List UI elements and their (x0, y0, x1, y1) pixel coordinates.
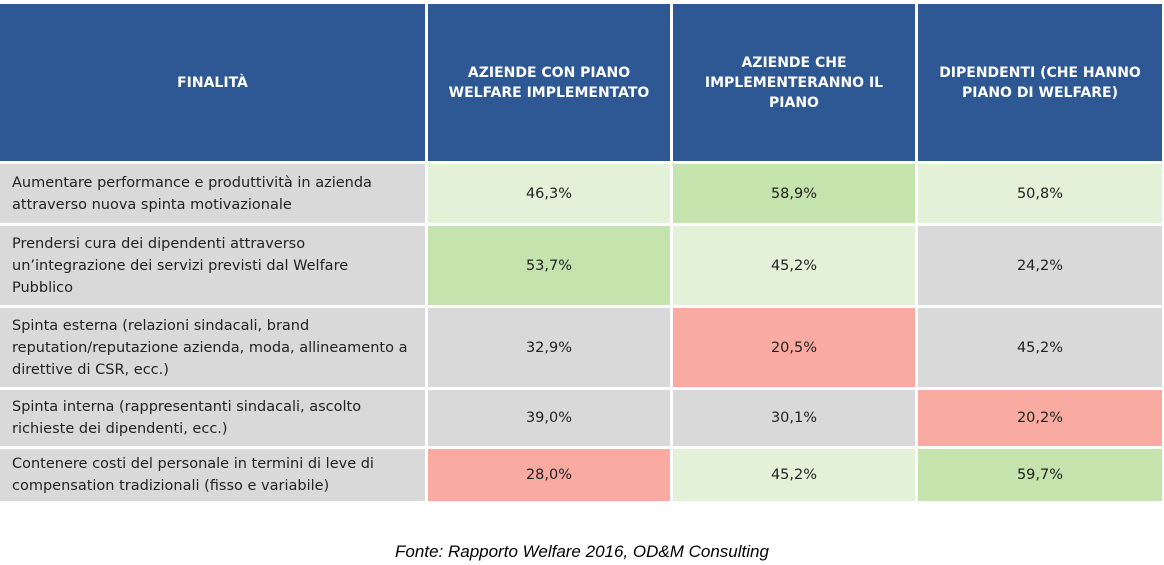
value-cell: 24,2% (918, 226, 1162, 308)
value-cell: 45,2% (918, 308, 1162, 390)
row-label: Spinta esterna (relazioni sindacali, bra… (0, 308, 428, 390)
table-row: Contenere costi del personale in termini… (0, 449, 1162, 504)
value-cell: 30,1% (673, 390, 918, 449)
table-row: Spinta interna (rappresentanti sindacali… (0, 390, 1162, 449)
value-cell: 28,0% (428, 449, 673, 504)
value-cell: 20,5% (673, 308, 918, 390)
table-row: Aumentare performance e produttività in … (0, 164, 1162, 226)
value-cell: 50,8% (918, 164, 1162, 226)
source-caption: Fonte: Rapporto Welfare 2016, OD&M Consu… (395, 542, 769, 561)
value-cell: 20,2% (918, 390, 1162, 449)
value-cell: 58,9% (673, 164, 918, 226)
column-header-dipendenti: DIPENDENTI (CHE HANNO PIANO DI WELFARE) (918, 4, 1162, 164)
value-cell: 45,2% (673, 226, 918, 308)
value-cell: 39,0% (428, 390, 673, 449)
table-row: Spinta esterna (relazioni sindacali, bra… (0, 308, 1162, 390)
table-row: Prendersi cura dei dipendenti attraverso… (0, 226, 1162, 308)
value-cell: 53,7% (428, 226, 673, 308)
row-label: Spinta interna (rappresentanti sindacali… (0, 390, 428, 449)
value-cell: 46,3% (428, 164, 673, 226)
column-header-aziende-implementeranno: AZIENDE CHE IMPLEMENTERANNO IL PIANO (673, 4, 918, 164)
value-cell: 59,7% (918, 449, 1162, 504)
row-label: Contenere costi del personale in termini… (0, 449, 428, 504)
value-cell: 45,2% (673, 449, 918, 504)
header-row: FINALITÀ AZIENDE CON PIANO WELFARE IMPLE… (0, 4, 1162, 164)
welfare-table: FINALITÀ AZIENDE CON PIANO WELFARE IMPLE… (0, 4, 1162, 504)
row-label: Aumentare performance e produttività in … (0, 164, 428, 226)
value-cell: 32,9% (428, 308, 673, 390)
row-label: Prendersi cura dei dipendenti attraverso… (0, 226, 428, 308)
column-header-aziende-implementato: AZIENDE CON PIANO WELFARE IMPLEMENTATO (428, 4, 673, 164)
column-header-finalita: FINALITÀ (0, 4, 428, 164)
